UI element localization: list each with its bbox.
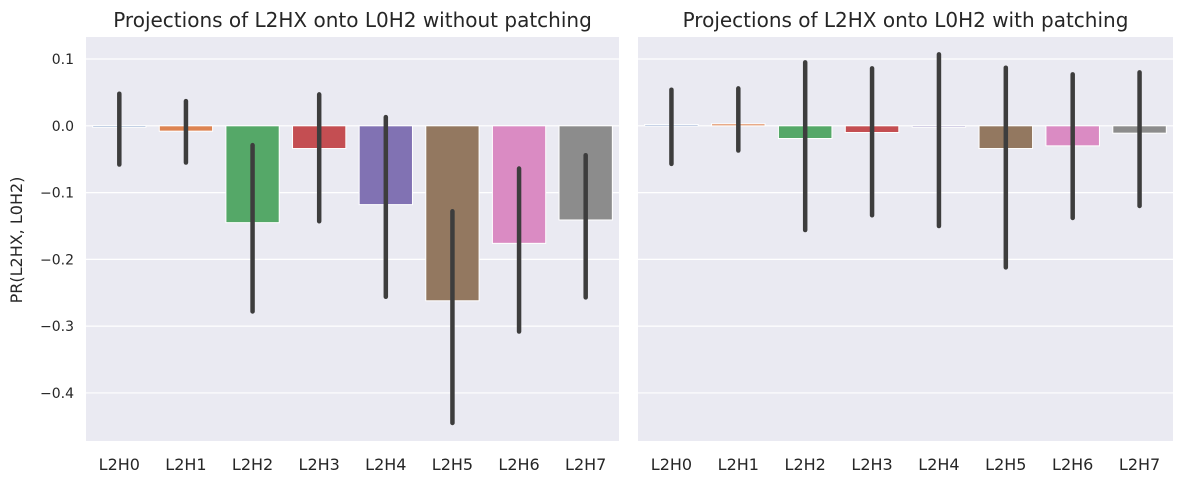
- x-tick-label: L2H0: [99, 455, 140, 474]
- x-tick-label: L2H2: [232, 455, 273, 474]
- x-tick-label: L2H2: [785, 455, 826, 474]
- y-tick-label: 0.0: [52, 119, 74, 135]
- chart-title: Projections of L2HX onto L0H2 with patch…: [683, 8, 1129, 32]
- y-axis-label: PR(L2HX, L0H2): [7, 177, 26, 304]
- x-tick-label: L2H7: [565, 455, 606, 474]
- y-tick-label: −0.4: [40, 386, 74, 402]
- plot-area: [638, 37, 1173, 441]
- y-tick-label: −0.3: [40, 319, 74, 335]
- x-tick-label: L2H1: [165, 455, 206, 474]
- x-tick-label: L2H3: [299, 455, 340, 474]
- x-tick-label: L2H4: [365, 455, 406, 474]
- x-tick-label: L2H0: [651, 455, 692, 474]
- y-tick-label: 0.1: [52, 52, 74, 68]
- x-tick-label: L2H5: [985, 455, 1026, 474]
- x-tick-label: L2H6: [1052, 455, 1093, 474]
- x-tick-label: L2H1: [718, 455, 759, 474]
- x-tick-label: L2H6: [498, 455, 539, 474]
- x-tick-label: L2H3: [851, 455, 892, 474]
- left-panel: 0.1 0.0 −0.1 −0.2 −0.3 −0.4 L2H0 L2H1 L2H2 L2H3 L2…: [40, 8, 619, 474]
- x-tick-label: L2H5: [432, 455, 473, 474]
- right-panel: L2H0 L2H1 L2H2 L2H3 L2H4 L2H5 L2H6 L2H7 Projecti…: [638, 8, 1173, 474]
- chart-title: Projections of L2HX onto L0H2 without pa…: [113, 8, 592, 32]
- x-tick-label: L2H7: [1119, 455, 1160, 474]
- y-tick-label: −0.2: [40, 252, 74, 268]
- y-tick-label: −0.1: [40, 186, 74, 202]
- x-tick-label: L2H4: [918, 455, 959, 474]
